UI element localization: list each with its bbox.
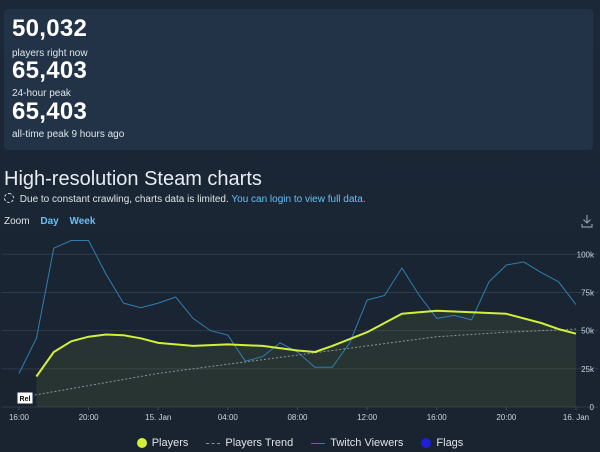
- alltime-peak-value: 65,403: [12, 98, 88, 125]
- download-icon[interactable]: [581, 214, 593, 228]
- zoom-week-button[interactable]: Week: [69, 216, 96, 227]
- x-tick-label: 16. Jan: [563, 413, 589, 422]
- legend-players-label: Players: [151, 437, 189, 449]
- x-tick-label: 04:00: [218, 413, 239, 422]
- legend-flags-label: Flags: [436, 437, 464, 449]
- alltime-peak-label: all-time peak 9 hours ago: [12, 129, 125, 140]
- current-players-label: players right now: [12, 48, 88, 59]
- legend-trend-label: Players Trend: [225, 437, 294, 449]
- legend-twitch[interactable]: Twitch Viewers: [311, 437, 403, 449]
- x-tick-label: 16:00: [9, 413, 30, 422]
- zoom-label: Zoom: [4, 216, 30, 227]
- twitch-swatch: [311, 442, 326, 444]
- legend-players[interactable]: Players: [136, 437, 189, 449]
- y-tick-label: 100k: [577, 250, 595, 259]
- zoom-controls: Zoom Day Week: [4, 216, 95, 227]
- legend-flags[interactable]: Flags: [421, 437, 463, 449]
- login-link[interactable]: You can login to view full data.: [231, 194, 366, 205]
- release-flag: [16, 391, 34, 405]
- legend-trend[interactable]: Players Trend: [206, 437, 293, 449]
- players-swatch: [136, 438, 147, 448]
- data-notice: Due to constant crawling, charts data is…: [4, 193, 366, 205]
- x-tick-label: 16:00: [427, 413, 448, 422]
- y-tick-label: 75k: [581, 288, 595, 297]
- section-title: High-resolution Steam charts: [4, 168, 262, 190]
- x-tick-label: 20:00: [496, 413, 517, 422]
- y-tick-label: 0: [590, 403, 595, 412]
- current-players-value: 50,032: [12, 15, 88, 42]
- x-tick-label: 12:00: [357, 413, 378, 422]
- y-tick-label: 50k: [581, 327, 595, 336]
- release-flag-label: Rel: [20, 396, 31, 403]
- peak-24h-value: 65,403: [12, 57, 88, 84]
- chart-legend: Players Players Trend Twitch Viewers Fla…: [0, 434, 600, 452]
- y-tick-label: 25k: [581, 365, 595, 374]
- zoom-day-button[interactable]: Day: [40, 216, 59, 227]
- x-tick-label: 08:00: [287, 413, 308, 422]
- legend-twitch-label: Twitch Viewers: [330, 437, 404, 449]
- x-tick-label: 15. Jan: [145, 413, 171, 422]
- x-tick-label: 20:00: [79, 413, 100, 422]
- players-chart: 0 25k 50k 75k 100k 16:00 20:00 15. Jan 04:00 08:0…: [2, 240, 598, 422]
- twitch-viewers-line: [18, 240, 577, 374]
- spinner-icon: [4, 193, 14, 203]
- flags-swatch: [421, 438, 432, 448]
- players-line: [35, 309, 577, 378]
- notice-text: Due to constant crawling, charts data is…: [19, 194, 229, 205]
- players-trend-line: [18, 328, 577, 399]
- players-area: [36, 310, 576, 407]
- stats-panel: 50,032 players right now 65,403 24-hour …: [4, 9, 593, 150]
- trend-swatch: [206, 442, 221, 444]
- peak-24h-label: 24-hour peak: [12, 88, 71, 99]
